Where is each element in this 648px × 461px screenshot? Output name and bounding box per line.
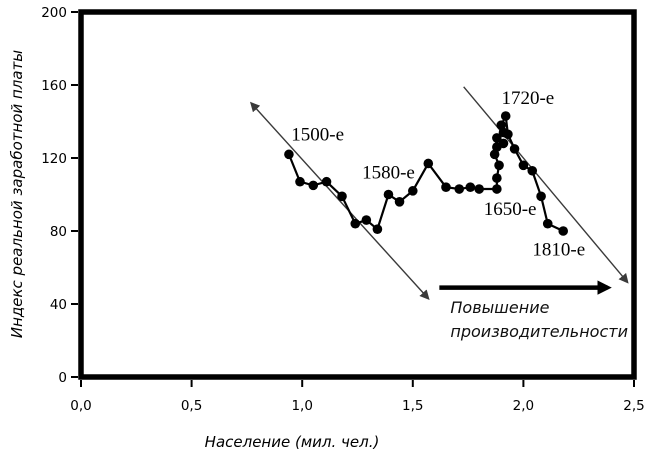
- data-point: [465, 182, 476, 192]
- y-tick-label: 40: [50, 297, 67, 313]
- data-point: [284, 149, 294, 160]
- data-point: [518, 160, 529, 171]
- decade-label: 1500-е: [291, 124, 344, 145]
- data-point: [492, 133, 502, 143]
- data-point: [337, 191, 347, 202]
- data-point: [361, 215, 372, 225]
- productivity-arrow-label: Повышение производительности: [450, 298, 628, 341]
- x-tick-label: 1,0: [291, 398, 312, 414]
- x-tick-label: 2,0: [513, 398, 534, 414]
- data-point: [350, 218, 361, 229]
- y-tick-label: 0: [58, 370, 67, 386]
- data-point: [500, 111, 511, 121]
- data-point: [536, 191, 546, 202]
- x-tick-label: 1,5: [402, 398, 423, 414]
- data-point: [372, 224, 383, 234]
- data-point: [509, 144, 520, 154]
- plot-border: [78, 9, 637, 380]
- data-point: [383, 189, 394, 200]
- data-point: [489, 149, 500, 160]
- data-point: [492, 184, 502, 194]
- data-point: [494, 160, 504, 171]
- decade-label: 1720-е: [501, 88, 554, 109]
- decade-label: 1580-е: [362, 163, 415, 184]
- x-tick-label: 0,0: [70, 398, 91, 414]
- data-point: [295, 176, 305, 187]
- data-point: [308, 180, 319, 191]
- decade-label: 1650-е: [484, 199, 537, 220]
- data-point: [408, 186, 418, 196]
- x-axis-title: Население (мил. чел.): [205, 433, 380, 451]
- data-point: [498, 138, 509, 149]
- data-point: [423, 158, 434, 169]
- trend-line-1: [250, 101, 430, 300]
- data-point: [558, 226, 569, 236]
- trend-line-2: [463, 86, 629, 284]
- data-point: [394, 197, 405, 207]
- data-point: [474, 184, 484, 194]
- x-tick-label: 0,5: [181, 398, 202, 414]
- x-tick-label: 2,5: [623, 398, 644, 414]
- decade-label: 1810-е: [532, 239, 585, 260]
- data-point: [503, 129, 513, 140]
- y-tick-label: 200: [41, 5, 67, 21]
- y-tick-label: 80: [50, 224, 67, 240]
- data-point: [496, 120, 507, 130]
- data-point: [441, 182, 451, 192]
- data-point: [454, 184, 465, 194]
- y-tick-label: 120: [41, 151, 67, 167]
- data-point: [527, 165, 538, 176]
- data-point: [321, 176, 332, 187]
- data-point: [542, 218, 553, 229]
- data-point: [492, 173, 502, 183]
- y-axis-title: Индекс реальной заработной платы: [8, 50, 26, 338]
- y-tick-label: 160: [41, 78, 67, 94]
